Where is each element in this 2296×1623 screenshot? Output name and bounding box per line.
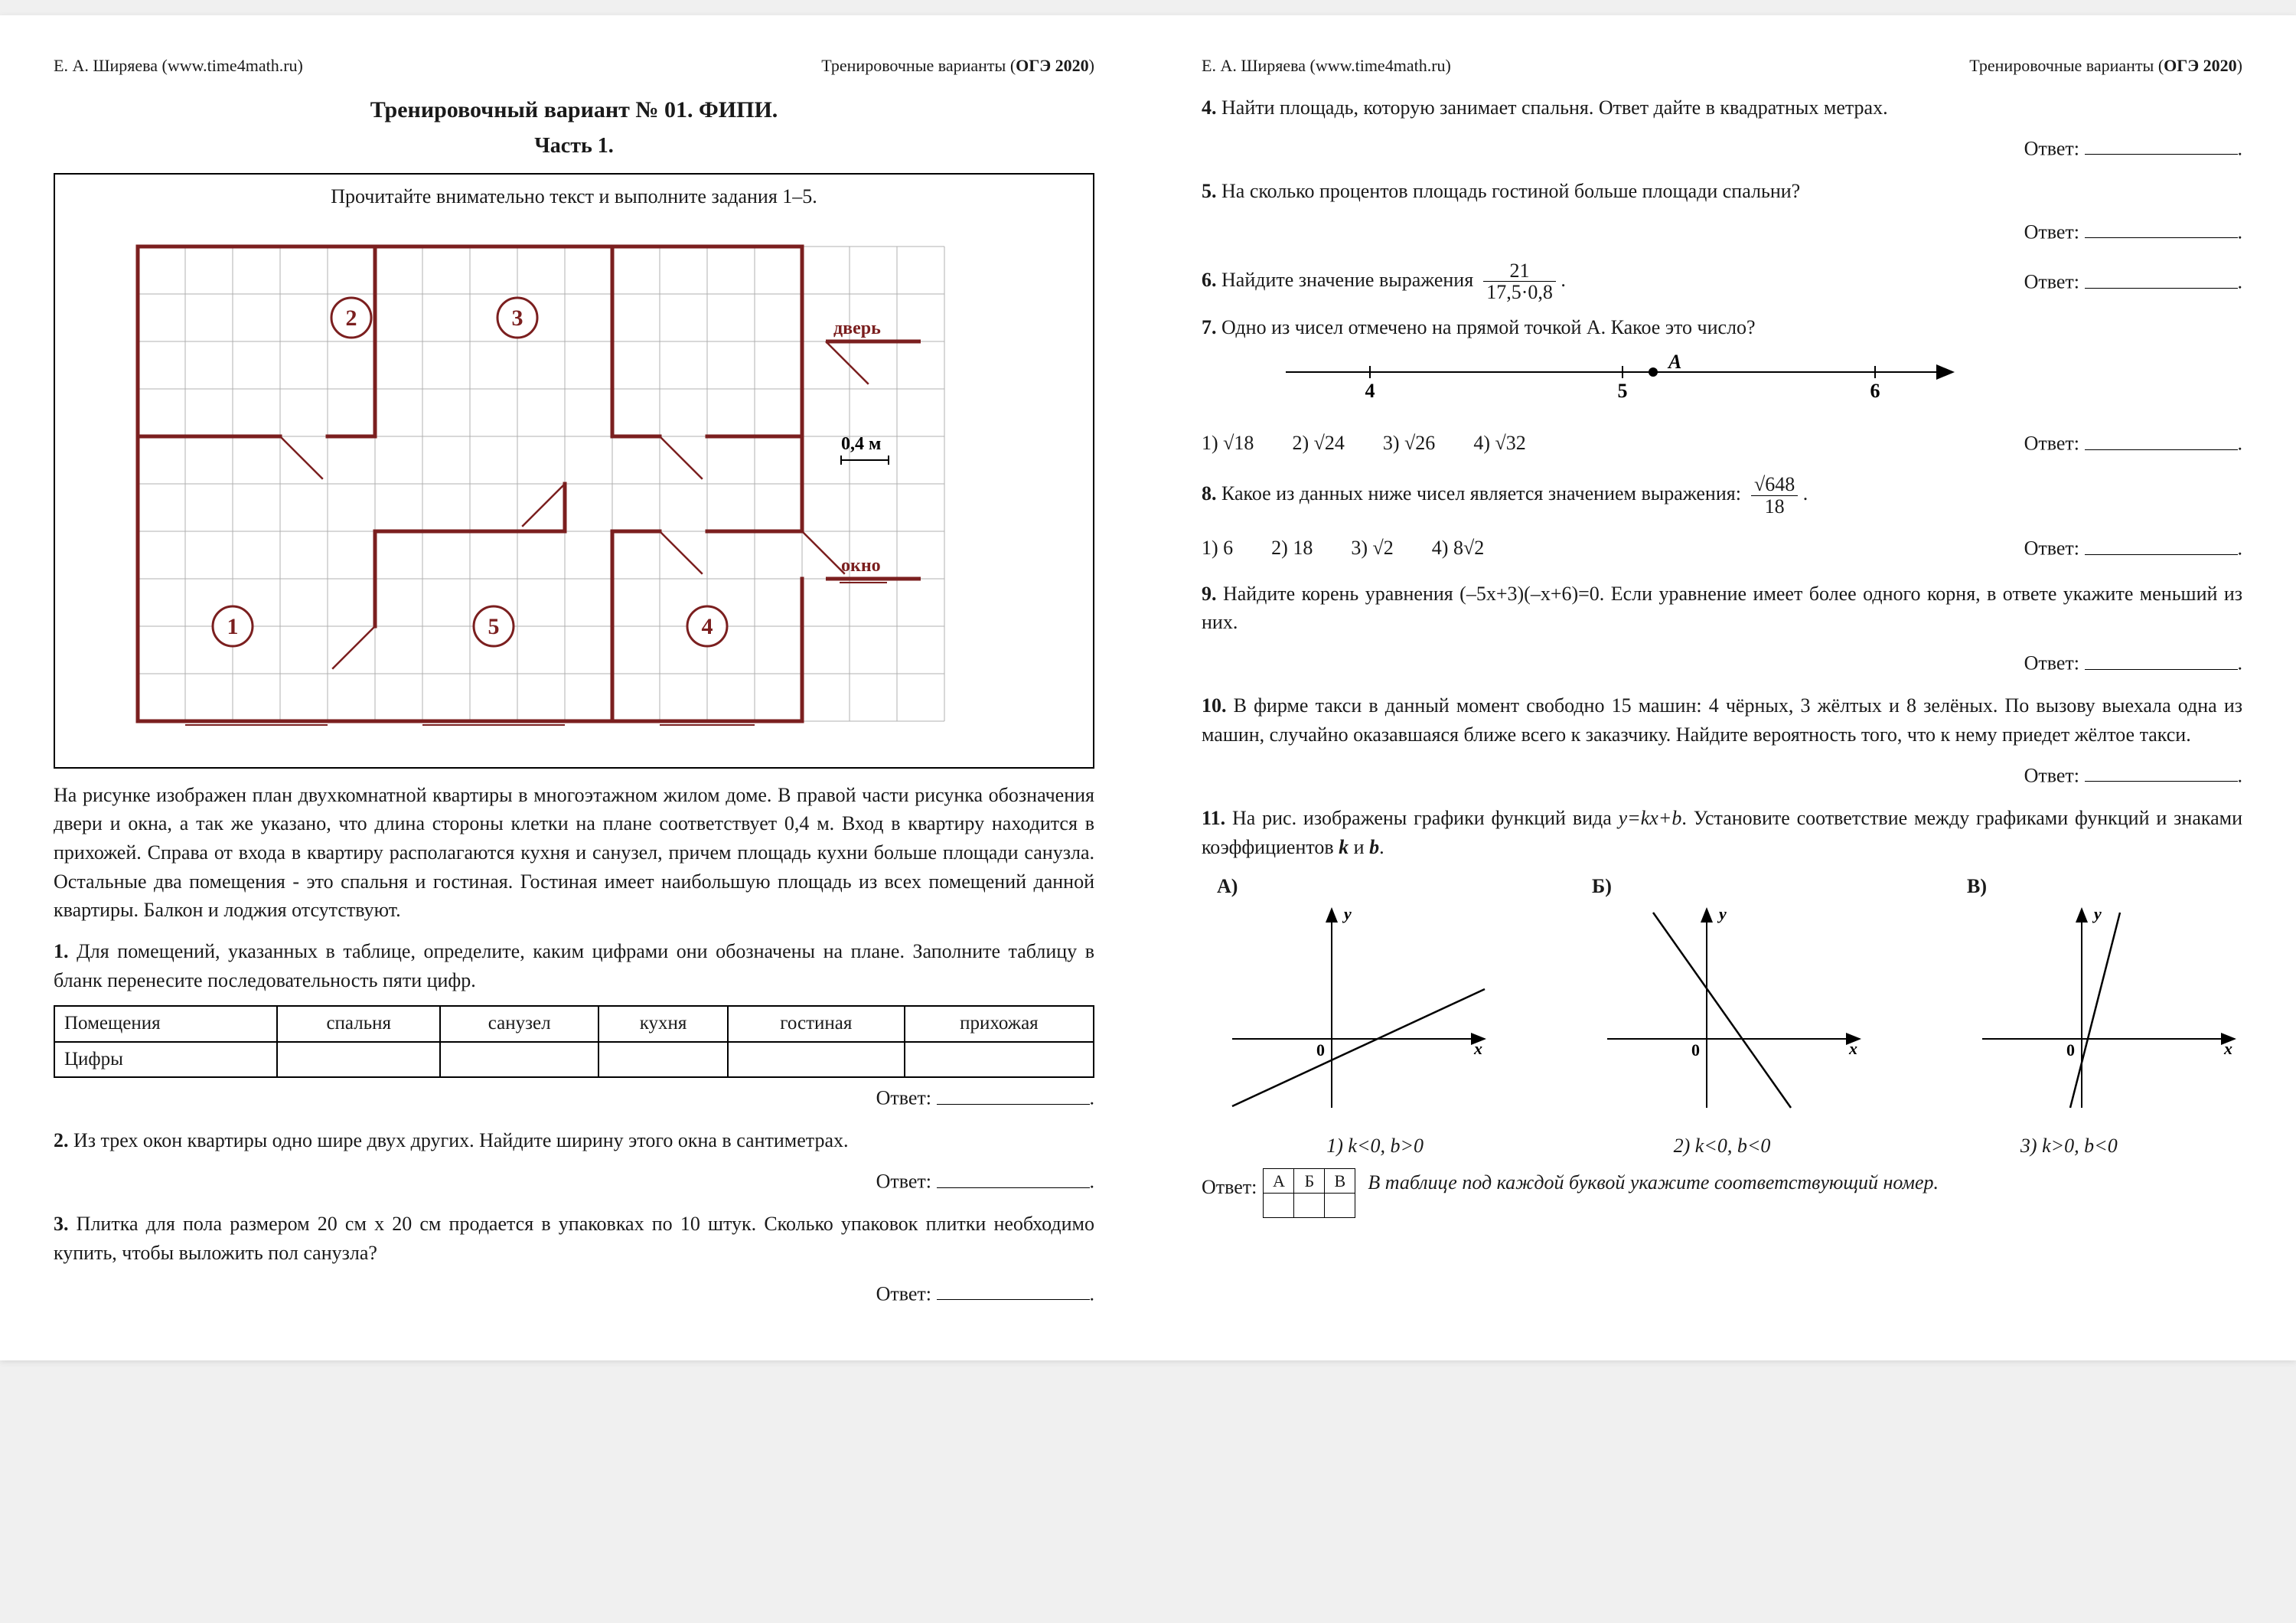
svg-text:y: y [1342,904,1352,923]
question-5: 5. На сколько процентов площадь гостиной… [1202,177,2242,206]
page-right: Е. А. Ширяева (www.time4math.ru) Трениро… [1148,15,2296,1360]
graph-b: Б) y x 0 [1577,872,1867,1123]
svg-text:2: 2 [346,305,357,331]
question-11: 11. На рис. изображены графики функций в… [1202,804,2242,861]
header-r: Е. А. Ширяева (www.time4math.ru) Трениро… [1202,54,2242,78]
svg-text:дверь: дверь [833,318,881,338]
graph-c-svg: y x 0 [1952,901,2242,1115]
page-subtitle: Часть 1. [54,131,1094,162]
answer-1: Ответ: . [54,1083,1094,1112]
header: Е. А. Ширяева (www.time4math.ru) Трениро… [54,54,1094,78]
svg-text:4: 4 [1365,380,1375,402]
answer-10: Ответ: . [1202,760,2242,790]
svg-text:x: x [1473,1039,1482,1058]
question-2: 2. Из трех окон квартиры одно шире двух … [54,1126,1094,1155]
graph-b-svg: y x 0 [1577,901,1867,1115]
svg-text:A: A [1667,353,1681,373]
answer-3: Ответ: . [54,1278,1094,1308]
graph-a-svg: y x 0 [1202,901,1492,1115]
context-title: Прочитайте внимательно текст и выполните… [55,175,1093,216]
svg-text:x: x [1848,1039,1857,1058]
question-3: 3. Плитка для пола размером 20 см х 20 с… [54,1210,1094,1267]
header-author: Е. А. Ширяева (www.time4math.ru) [54,54,303,78]
question-8: 8. Какое из данных ниже чисел является з… [1202,474,2242,517]
svg-text:0: 0 [2066,1040,2075,1060]
svg-text:y: y [2092,904,2102,923]
answer-4: Ответ: . [1202,133,2242,163]
question-9: 9. Найдите корень уравнения (–5x+3)(–x+6… [1202,580,2242,637]
numberline: 4 5 A 6 [1278,353,2242,415]
context-box: Прочитайте внимательно текст и выполните… [54,173,1094,769]
floorplan: дверь 0,4 м окно 1 2 3 4 5 [55,216,1093,767]
answer-9: Ответ: . [1202,648,2242,678]
svg-text:5: 5 [1618,380,1628,402]
question-10: 10. В фирме такси в данный момент свобод… [1202,691,2242,749]
header-right: Тренировочные варианты (ОГЭ 2020) [821,54,1094,78]
rooms-table: Помещения спальня санузел кухня гостиная… [54,1005,1094,1078]
svg-text:4: 4 [702,614,713,639]
svg-text:1: 1 [227,614,239,639]
q11-options: 1) k<0, b>0 2) k<0, b<0 3) k>0, b<0 [1202,1132,2242,1161]
svg-text:0: 0 [1316,1040,1325,1060]
graphs-row: А) y x 0 Б) y x 0 [1202,872,2242,1123]
question-6: 6. Найдите значение выражения 2117,5·0,8… [1202,260,2242,303]
description: На рисунке изображен план двухкомнатной … [54,781,1094,925]
svg-text:0: 0 [1691,1040,1700,1060]
floorplan-svg: дверь 0,4 м окно 1 2 3 4 5 [122,224,1026,752]
svg-text:3: 3 [512,305,523,331]
question-4: 4. Найти площадь, которую занимает спаль… [1202,93,2242,122]
svg-text:окно: окно [841,556,881,576]
svg-text:y: y [1717,904,1727,923]
graph-a: А) y x 0 [1202,872,1492,1123]
answer-5: Ответ: . [1202,217,2242,247]
graph-c: В) y x 0 [1952,872,2242,1123]
svg-text:6: 6 [1870,380,1880,402]
q11-table: АБВ [1263,1168,1355,1219]
q7-options: 1) √18 2) √24 3) √26 4) √32 Ответ: . [1202,423,2242,464]
q8-options: 1) 6 2) 18 3) √2 4) 8√2 Ответ: . [1202,527,2242,569]
svg-text:5: 5 [488,614,500,639]
page-left: Е. А. Ширяева (www.time4math.ru) Трениро… [0,15,1148,1360]
question-1: 1. Для помещений, указанных в таблице, о… [54,937,1094,994]
numberline-svg: 4 5 A 6 [1278,353,1967,407]
page-title: Тренировочный вариант № 01. ФИПИ. [54,93,1094,127]
svg-text:0,4 м: 0,4 м [841,434,881,454]
svg-text:x: x [2223,1039,2232,1058]
answer-2: Ответ: . [54,1166,1094,1196]
question-7: 7. Одно из чисел отмечено на прямой точк… [1202,313,2242,342]
q11-answer: Ответ: АБВ В таблице под каждой буквой у… [1202,1168,2242,1219]
